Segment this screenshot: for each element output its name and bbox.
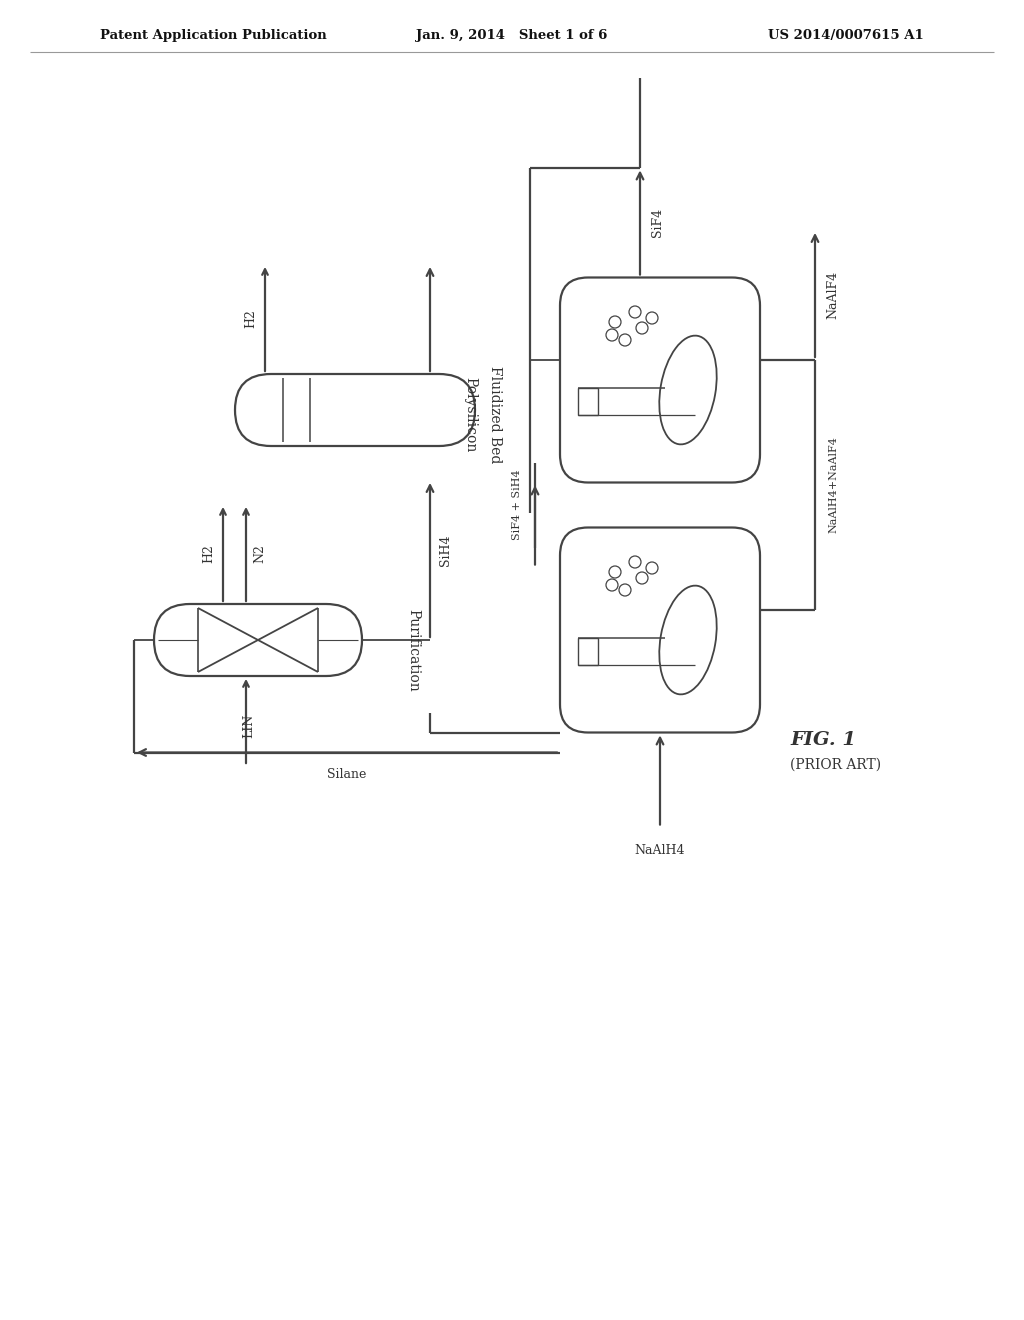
Text: Polysilicon: Polysilicon	[463, 378, 477, 453]
Text: H2: H2	[245, 310, 257, 329]
Text: SiH4: SiH4	[438, 535, 452, 566]
Text: Fluidized Bed: Fluidized Bed	[488, 367, 502, 463]
Text: NaAlH4: NaAlH4	[635, 845, 685, 858]
Text: SiF4 + SiH4: SiF4 + SiH4	[512, 470, 522, 540]
Text: LIN: LIN	[243, 714, 256, 738]
Text: (PRIOR ART): (PRIOR ART)	[790, 758, 881, 772]
Text: Silane: Silane	[328, 768, 367, 781]
Text: H2: H2	[203, 545, 215, 564]
Text: FIG. 1: FIG. 1	[790, 731, 856, 748]
Text: N2: N2	[254, 545, 266, 564]
Text: Purification: Purification	[406, 609, 420, 692]
Text: US 2014/0007615 A1: US 2014/0007615 A1	[768, 29, 924, 41]
Text: NaAlF4: NaAlF4	[826, 271, 840, 319]
Text: Patent Application Publication: Patent Application Publication	[100, 29, 327, 41]
Text: SiF4: SiF4	[651, 209, 665, 238]
Bar	[578, 638, 598, 665]
FancyBboxPatch shape	[560, 528, 760, 733]
FancyBboxPatch shape	[154, 605, 362, 676]
Bar	[578, 388, 598, 414]
FancyBboxPatch shape	[560, 277, 760, 483]
Text: NaAlH4+NaAlF4: NaAlH4+NaAlF4	[828, 437, 838, 533]
Text: Jan. 9, 2014   Sheet 1 of 6: Jan. 9, 2014 Sheet 1 of 6	[417, 29, 607, 41]
FancyBboxPatch shape	[234, 374, 475, 446]
